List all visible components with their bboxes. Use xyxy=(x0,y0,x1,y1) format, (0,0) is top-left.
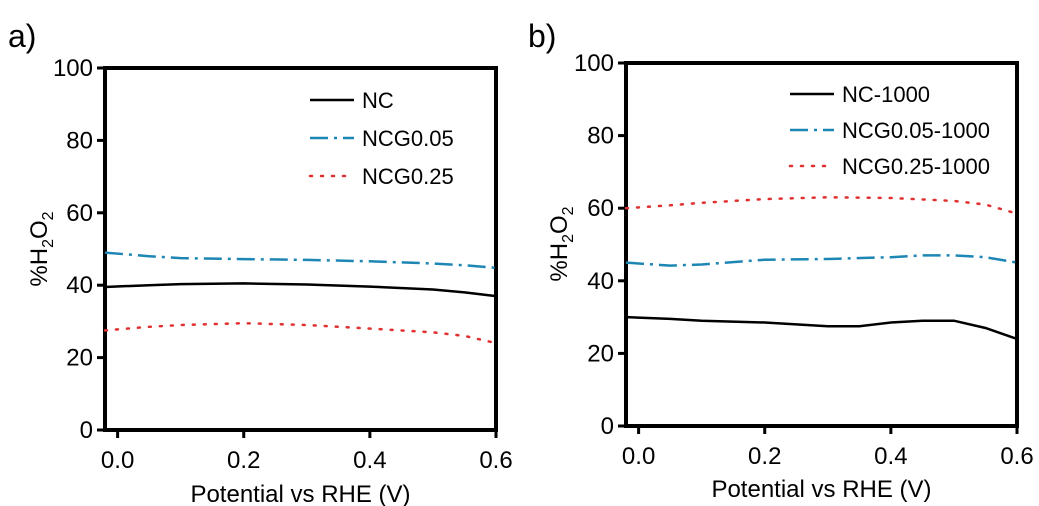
plot-frame xyxy=(624,61,1019,428)
legend-label: NCG0.05 xyxy=(362,126,454,151)
y-tick-label: 40 xyxy=(587,268,614,295)
x-tick-label: 0.0 xyxy=(101,447,134,474)
y-tick-label: 0 xyxy=(601,413,614,440)
x-axis-label: Potential vs RHE (V) xyxy=(190,481,410,506)
legend-label: NCG0.05-1000 xyxy=(842,118,990,143)
x-tick-label: 0.2 xyxy=(748,443,781,470)
series-line-ncg0-05-1000 xyxy=(625,254,1018,267)
y-tick-label: 100 xyxy=(574,50,614,77)
y-tick-label: 60 xyxy=(66,200,93,227)
series-line-ncg0-25 xyxy=(103,321,498,345)
panel-b: b) 0.0 0.2 0.4 0.6 0 20 40 60 80 100 NC-1000 NCG0.… xyxy=(528,18,1034,503)
y-tick-label: 0 xyxy=(80,417,93,444)
series-layer xyxy=(624,196,1019,341)
panel-label: b) xyxy=(528,18,556,54)
series-line-nc-1000 xyxy=(625,315,1018,341)
x-tick-label: 0.0 xyxy=(622,443,655,470)
series-line-ncg0-25-1000 xyxy=(624,196,1019,215)
panel-label: a) xyxy=(8,18,36,54)
legend-label: NCG0.25-1000 xyxy=(842,154,990,179)
y-axis-label: %H2O2 xyxy=(546,206,577,281)
legend-label: NC xyxy=(362,88,394,113)
x-tick-label: 0.6 xyxy=(479,447,512,474)
legend-label: NCG0.25 xyxy=(362,164,454,189)
y-tick-label: 20 xyxy=(66,345,93,372)
y-axis-label-subscript-2: 2 xyxy=(560,234,577,243)
y-tick-label: 80 xyxy=(66,127,93,154)
y-tick-label: 100 xyxy=(53,55,93,82)
y-axis-label-subscript-2: 2 xyxy=(40,239,57,248)
series-layer xyxy=(103,251,498,345)
series-line-ncg0-05 xyxy=(104,251,497,270)
x-tick-label: 0.4 xyxy=(353,447,386,474)
x-tick-label: 0.4 xyxy=(874,443,907,470)
legend-label: NC-1000 xyxy=(842,82,930,107)
y-axis-label-subscript-2b: 2 xyxy=(560,206,577,215)
y-tick-label: 40 xyxy=(66,272,93,299)
legend: NC NCG0.05 NCG0.25 xyxy=(308,88,454,189)
y-axis-label-subscript-2b: 2 xyxy=(40,211,57,220)
series-line-nc xyxy=(104,282,497,298)
y-tick-label: 60 xyxy=(587,195,614,222)
legend: NC-1000 NCG0.05-1000 NCG0.25-1000 xyxy=(788,82,990,179)
y-tick-label: 20 xyxy=(587,340,614,367)
axis-ticks: 0.0 0.2 0.4 0.6 0 20 40 60 80 100 xyxy=(53,55,513,474)
plot-frame xyxy=(103,66,498,432)
y-tick-label: 80 xyxy=(587,123,614,150)
x-axis-label: Potential vs RHE (V) xyxy=(711,476,931,503)
y-axis-label-o: O xyxy=(26,220,53,239)
x-tick-label: 0.6 xyxy=(1000,443,1033,470)
x-tick-label: 0.2 xyxy=(227,447,260,474)
panel-a: a) 0.0 0.2 0.4 0.6 0 20 40 60 80 100 NC NCG0.05 NCG… xyxy=(8,18,513,506)
y-axis-label: %H2O2 xyxy=(26,211,57,286)
y-axis-label-o: O xyxy=(546,215,573,234)
axis-ticks: 0.0 0.2 0.4 0.6 0 20 40 60 80 100 xyxy=(574,50,1034,470)
